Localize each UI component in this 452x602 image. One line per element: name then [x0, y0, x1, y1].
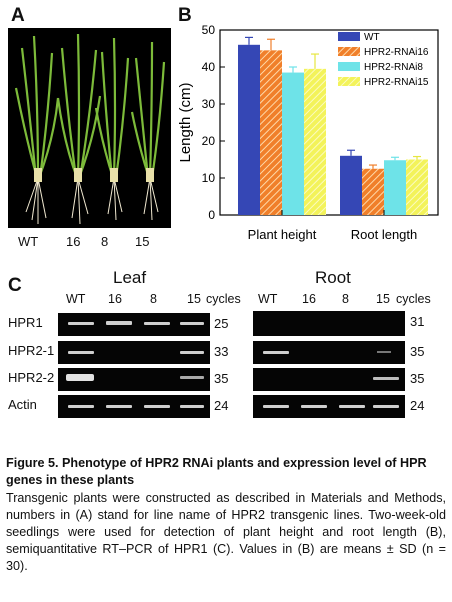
bar-hpr2-rnai16-1 — [362, 168, 384, 215]
bar-wt-1 — [340, 155, 362, 215]
gene-label-hpr2-1: HPR2-1 — [8, 343, 55, 358]
gel-root-hpr2-1 — [253, 341, 405, 364]
photo-label-15: 15 — [135, 234, 150, 249]
bar-wt-0 — [238, 44, 260, 215]
y-axis-label: Length (cm) — [177, 82, 194, 162]
leaf-lane-15: 15 — [187, 292, 201, 306]
root-lane-wt: WT — [258, 292, 278, 306]
photo-label-16: 16 — [66, 234, 81, 249]
leaf-cycles-hpr2-1: 33 — [214, 344, 229, 359]
photo-label-wt: WT — [18, 234, 39, 249]
leaf-title: Leaf — [113, 268, 147, 287]
legend-swatch — [338, 77, 360, 86]
gel-leaf-hpr1 — [58, 313, 210, 336]
root-lane-16: 16 — [302, 292, 316, 306]
legend-label: HPR2-RNAi16 — [364, 47, 429, 58]
root-cycles-label: cycles — [396, 292, 431, 306]
bar-hpr2-rnai8-1 — [384, 160, 406, 215]
legend-swatch — [338, 32, 360, 41]
root-lane-15: 15 — [376, 292, 390, 306]
gel-leaf-hpr2-2 — [58, 368, 210, 391]
panel-a-letter: A — [11, 5, 25, 26]
figure-caption-title: Figure 5. Phenotype of HPR2 RNAi plants … — [6, 456, 427, 487]
gel-leaf-actin — [58, 395, 210, 418]
photo-label-8: 8 — [101, 234, 109, 249]
leaf-lane-wt: WT — [66, 292, 86, 306]
legend-label: HPR2-RNAi15 — [364, 77, 429, 88]
y-tick-label: 0 — [208, 208, 215, 222]
gel-root-hpr2-2 — [253, 368, 405, 391]
y-tick-label: 10 — [202, 171, 216, 185]
legend-label: HPR2-RNAi8 — [364, 62, 423, 73]
gel-leaf-hpr2-1 — [58, 341, 210, 364]
figure-caption-body: Transgenic plants were constructed as de… — [6, 491, 446, 573]
gene-label-hpr1: HPR1 — [8, 315, 43, 330]
leaf-cycles-hpr2-2: 35 — [214, 371, 229, 386]
panel-b-letter: B — [178, 5, 192, 26]
y-tick-label: 40 — [202, 60, 216, 74]
leaf-lane-16: 16 — [108, 292, 122, 306]
y-tick-label: 20 — [202, 134, 216, 148]
root-cycles-hpr1: 31 — [410, 314, 425, 329]
gene-label-actin: Actin — [8, 397, 37, 412]
y-tick-label: 50 — [202, 24, 216, 37]
legend-label: WT — [364, 32, 380, 43]
y-tick-label: 30 — [202, 97, 216, 111]
leaf-cycles-hpr1: 25 — [214, 316, 229, 331]
gel-root-hpr1 — [253, 311, 405, 336]
bar-hpr2-rnai16-0 — [260, 50, 282, 215]
legend-swatch — [338, 47, 360, 56]
bar-hpr2-rnai15-1 — [406, 159, 428, 215]
x-category-label: Root length — [351, 227, 418, 242]
legend-swatch — [338, 62, 360, 71]
plot-frame — [219, 29, 439, 216]
seedling-illustration — [8, 28, 171, 228]
gene-label-hpr2-2: HPR2-2 — [8, 370, 55, 385]
leaf-lane-8: 8 — [150, 292, 157, 306]
root-cycles-hpr2-2: 35 — [410, 371, 425, 386]
gel-root-actin — [253, 395, 405, 418]
bar-hpr2-rnai8-0 — [282, 72, 304, 215]
x-category-label: Plant height — [248, 227, 317, 242]
root-cycles-actin: 24 — [410, 398, 425, 413]
root-cycles-hpr2-1: 35 — [410, 344, 425, 359]
bar-hpr2-rnai15-0 — [304, 68, 326, 215]
root-lane-8: 8 — [342, 292, 349, 306]
leaf-cycles-actin: 24 — [214, 398, 229, 413]
seedling-photo — [8, 28, 171, 228]
leaf-cycles-label: cycles — [206, 292, 241, 306]
panel-c-letter: C — [8, 275, 22, 296]
bar-chart: 0 10 20 30 40 50 Length (cm) Plant height Root l… — [177, 24, 439, 242]
root-title: Root — [315, 268, 351, 287]
